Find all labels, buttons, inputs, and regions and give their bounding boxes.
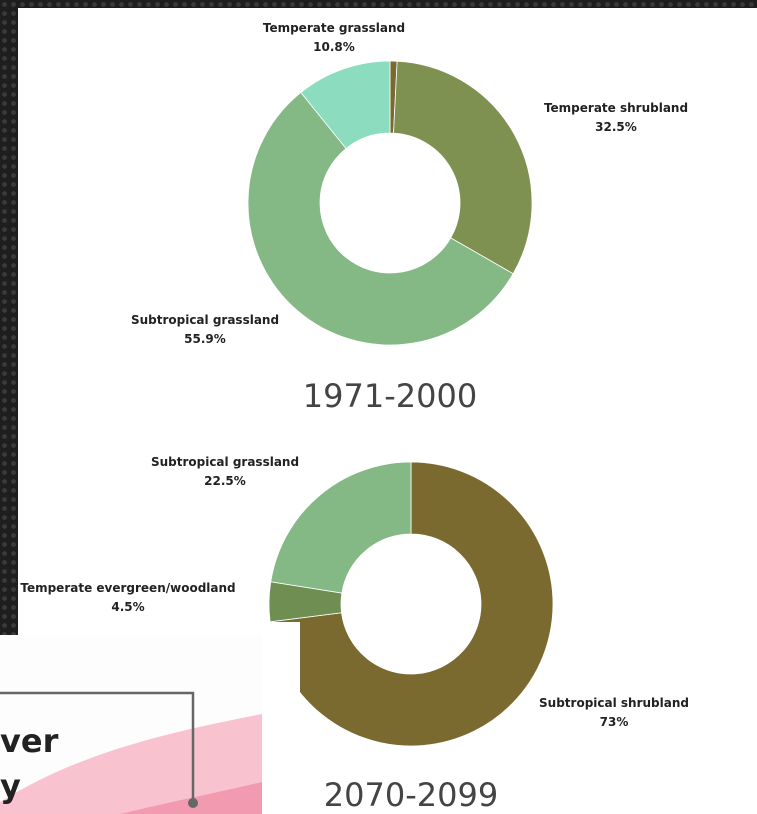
slice-name: Subtropical grassland	[131, 313, 279, 327]
pink-area-dark	[120, 782, 262, 814]
slice-value: 32.5%	[595, 120, 637, 134]
donut-slice	[270, 461, 412, 594]
slice-label: Temperate shrubland 32.5%	[544, 101, 688, 134]
overlay-text: ver	[0, 722, 59, 760]
connector-dot	[188, 798, 198, 808]
overlay-panel: ver y	[0, 622, 300, 814]
slice-label: Subtropical grassland 22.5%	[151, 455, 299, 488]
slice-label: Temperate evergreen/woodland 4.5%	[20, 581, 235, 614]
slice-value: 10.8%	[313, 40, 355, 54]
pink-area	[0, 714, 262, 814]
overlay-text: y	[0, 767, 21, 805]
slice-value: 4.5%	[111, 600, 144, 614]
slice-label: Temperate grassland 10.8%	[263, 21, 405, 54]
donut-slice	[393, 60, 533, 275]
chart-title: 1971-2000	[303, 377, 477, 415]
donut-slice	[300, 60, 391, 150]
overlay-edge	[262, 622, 300, 700]
slice-name: Temperate evergreen/woodland	[20, 581, 235, 595]
slice-name: Temperate shrubland	[544, 101, 688, 115]
slice-value: 55.9%	[184, 332, 226, 346]
donut-slice	[247, 91, 514, 346]
slice-value: 73%	[600, 715, 629, 729]
slice-label: Subtropical shrubland 73%	[539, 696, 689, 729]
slice-label: Subtropical grassland 55.9%	[131, 313, 279, 346]
slice-name: Subtropical shrubland	[539, 696, 689, 710]
connector-line	[0, 691, 195, 800]
chart-title: 2070-2099	[324, 776, 498, 814]
slice-name: Temperate grassland	[263, 21, 405, 35]
slice-value: 22.5%	[204, 474, 246, 488]
slice-name: Subtropical grassland	[151, 455, 299, 469]
